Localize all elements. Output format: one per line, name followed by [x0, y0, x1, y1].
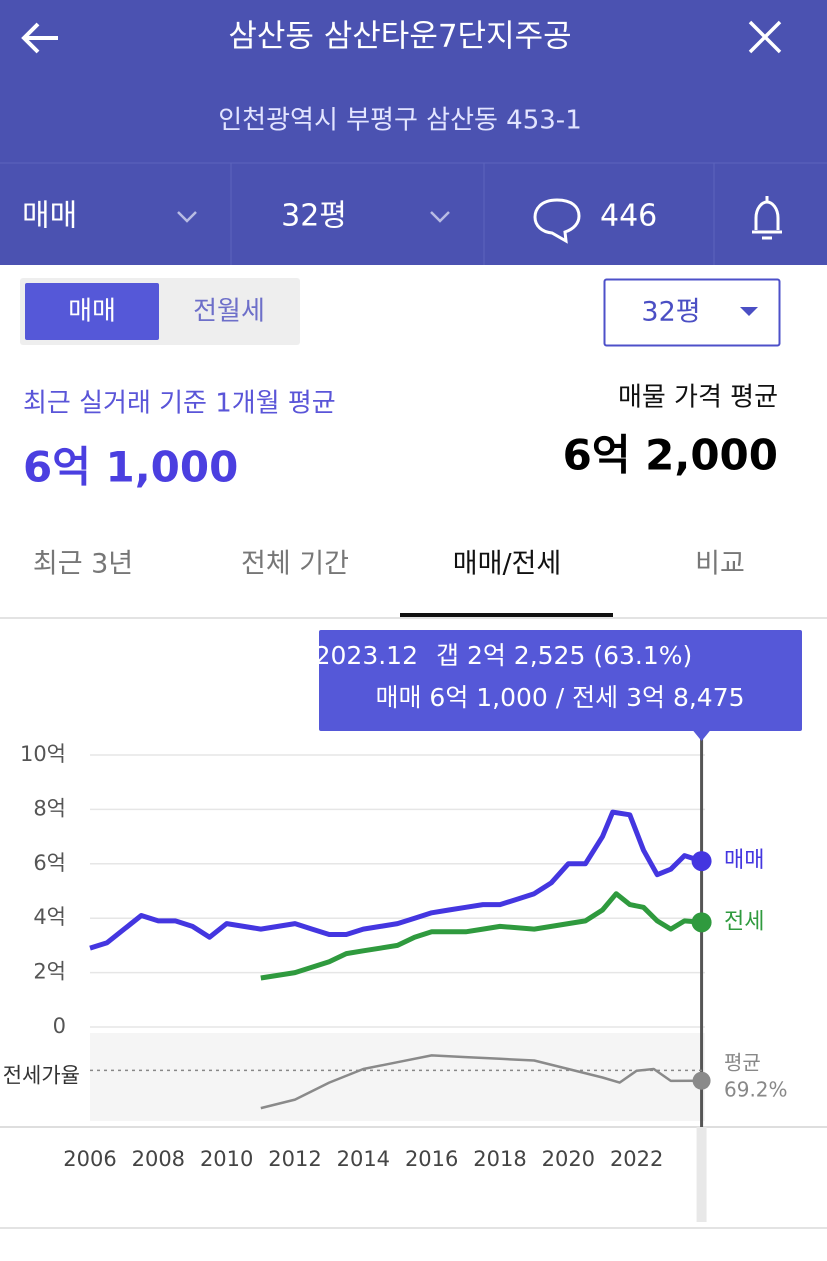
y-tick-label: 6억: [33, 851, 66, 875]
average-label: 평균: [724, 1051, 761, 1075]
x-tick-label: 2012: [268, 1147, 321, 1171]
x-tick-label: 2016: [405, 1147, 458, 1171]
x-tick-label: 2010: [200, 1147, 253, 1171]
tooltip-bg: [319, 630, 802, 731]
x-tick-label: 2008: [132, 1147, 185, 1171]
average-value: 69.2%: [724, 1078, 788, 1102]
y-tick-label: 4억: [33, 905, 66, 929]
legend-label: 매매: [724, 848, 764, 873]
comment-count[interactable]: 446: [600, 199, 657, 234]
tooltip-prices: 매매 6억 1,000 / 전세 3억 8,475: [375, 683, 744, 712]
tooltip-date: 2023.12: [315, 641, 418, 670]
summary-label: 최근 실거래 기준 1개월 평균: [23, 389, 336, 419]
y-tick-label: 0: [53, 1014, 66, 1038]
y-tick-label: 2억: [33, 960, 66, 984]
comment-icon[interactable]: [533, 198, 581, 244]
ratio-axis-label: 전세가율: [3, 1063, 80, 1087]
chevron: [177, 211, 197, 223]
tab[interactable]: 전체 기간: [241, 549, 349, 580]
end-point: [692, 1071, 711, 1090]
series-line: [260, 891, 702, 981]
title: 삼산동 삼산타운7단지주공: [228, 19, 571, 55]
toolbar-dividers: [230, 163, 715, 265]
summary-label: 매물 가격 평균: [618, 383, 778, 413]
x-tick-label: 2006: [63, 1147, 116, 1171]
end-point: [691, 912, 712, 933]
x-tick-label: 2014: [337, 1147, 390, 1171]
toggle-item[interactable]: 매매: [68, 297, 116, 327]
tab[interactable]: 최근 3년: [33, 549, 133, 580]
deal-type-select[interactable]: 매매: [22, 199, 77, 234]
y-tick-label: 8억: [33, 796, 66, 820]
ratio-panel: [90, 1033, 705, 1121]
size-select[interactable]: 32평: [281, 199, 347, 234]
series-line: [89, 809, 703, 951]
x-tick-label: 2020: [542, 1147, 595, 1171]
address: 인천광역시 부평구 삼산동 453-1: [218, 106, 581, 136]
tab[interactable]: 매매/전세: [453, 549, 561, 580]
size-dropdown[interactable]: [603, 278, 781, 347]
summary-value: 6억 1,000: [23, 443, 238, 492]
tooltip-gap: 갭 2억 2,525 (63.1%): [436, 641, 692, 670]
x-tick-label: 2018: [473, 1147, 526, 1171]
chevron: [430, 211, 450, 223]
end-point: [691, 851, 712, 872]
x-tick-label: 2022: [610, 1147, 663, 1171]
y-tick-label: 10억: [20, 742, 66, 766]
bell-icon[interactable]: [752, 196, 782, 240]
back-button[interactable]: [21, 22, 58, 54]
series-line: [260, 1054, 702, 1110]
toggle-active[interactable]: [25, 283, 159, 340]
tab[interactable]: 비교: [695, 549, 745, 580]
close-button[interactable]: [748, 20, 782, 54]
size-dropdown-label[interactable]: 32평: [641, 297, 700, 328]
tooltip-pointer: [692, 730, 711, 741]
dropdown-arrow: [740, 307, 758, 316]
toggle-item[interactable]: 전월세: [193, 297, 265, 327]
summary-value: 6억 2,000: [563, 431, 778, 480]
tab-underline: [400, 613, 613, 617]
header-bg: [0, 0, 827, 265]
legend-label: 전세: [724, 909, 764, 934]
